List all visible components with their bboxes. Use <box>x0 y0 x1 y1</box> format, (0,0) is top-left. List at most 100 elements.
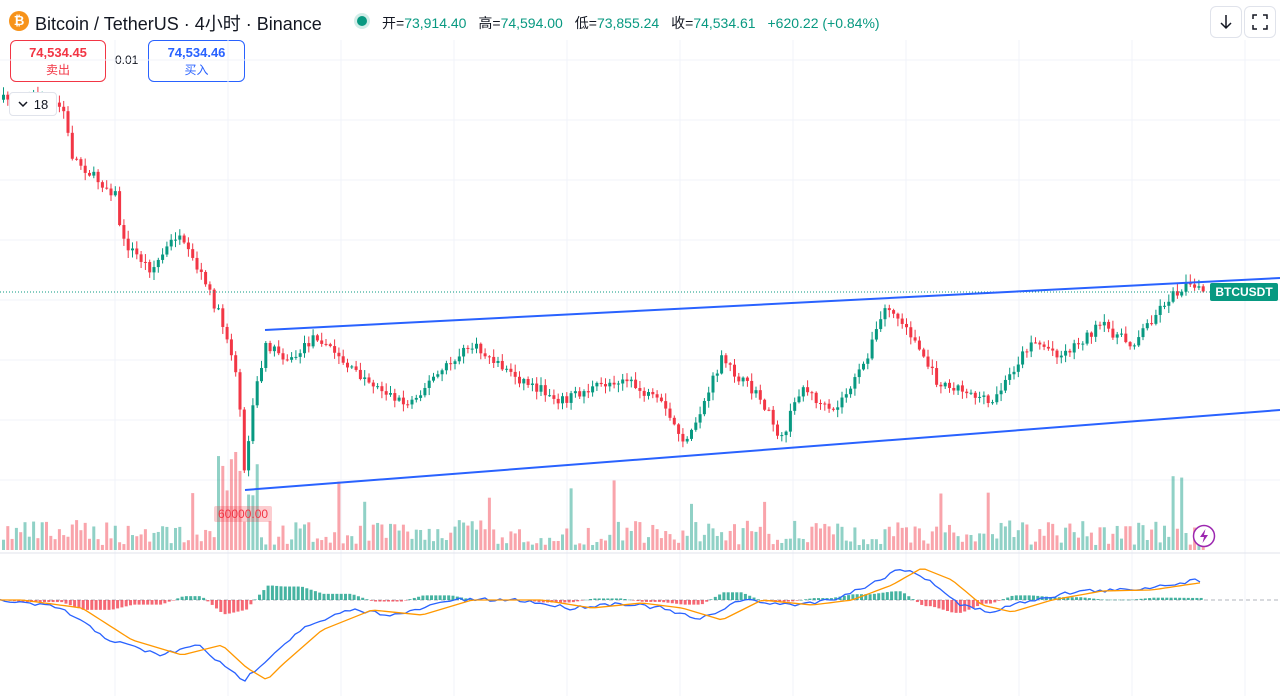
sell-button[interactable]: 74,534.45 卖出 <box>10 40 106 82</box>
macd-histogram-bar <box>842 595 846 600</box>
volume-bar <box>857 544 861 550</box>
channel-upper-line[interactable] <box>264 277 1280 331</box>
candle-body <box>823 403 827 405</box>
candle-body <box>113 191 117 196</box>
volume-bar <box>294 522 298 550</box>
macd-histogram-bar <box>881 592 885 600</box>
volume-bar <box>943 532 947 550</box>
macd-histogram-bar <box>748 595 752 600</box>
macd-histogram-bar <box>1182 597 1186 600</box>
candle-body <box>840 397 844 408</box>
candle-body <box>139 254 143 262</box>
candle-body <box>913 337 917 341</box>
candle-body <box>397 397 401 401</box>
candle-body <box>819 403 822 405</box>
candle-body <box>414 397 418 400</box>
volume-bar <box>745 520 749 550</box>
macd-histogram-bar <box>928 600 932 607</box>
volume-bar <box>328 542 332 550</box>
macd-histogram-bar <box>989 600 992 604</box>
macd-histogram-bar <box>1178 597 1182 600</box>
symbol-title[interactable]: Bitcoin / TetherUS · 4小时 · Binance <box>35 14 322 34</box>
volume-bar <box>986 492 990 550</box>
candle-body <box>1038 342 1042 345</box>
volume-bar <box>720 532 724 550</box>
candle-body <box>367 377 371 383</box>
candle-body <box>1089 332 1093 337</box>
volume-bar <box>152 532 156 550</box>
macd-histogram-bar <box>38 600 42 603</box>
macd-histogram-bar <box>348 593 352 600</box>
volume-bar <box>948 524 951 550</box>
macd-histogram-bar <box>567 600 571 603</box>
volume-bar <box>83 522 87 550</box>
fullscreen-icon <box>1252 14 1268 30</box>
volume-bar <box>186 540 190 550</box>
macd-histogram-bar <box>735 592 739 600</box>
macd-histogram-bar <box>993 600 997 603</box>
macd-histogram-bar <box>189 596 193 600</box>
macd-histogram-bar <box>1199 597 1203 600</box>
volume-bar <box>324 536 328 550</box>
buy-button[interactable]: 74,534.46 买入 <box>148 40 245 82</box>
macd-histogram-bar <box>176 598 180 600</box>
candle-body <box>935 368 939 385</box>
volume-bar <box>14 527 18 550</box>
indicator-collapse-button[interactable]: 18 <box>9 92 57 116</box>
channel-lower-line[interactable] <box>244 409 1280 491</box>
candle-body <box>444 363 448 371</box>
candle-body <box>109 188 113 196</box>
candle-body <box>638 388 642 391</box>
candle-body <box>999 390 1003 395</box>
macd-histogram-bar <box>1023 595 1027 600</box>
candle-body <box>131 248 134 251</box>
fullscreen-button[interactable] <box>1244 6 1276 38</box>
macd-histogram-bar <box>679 600 683 605</box>
macd-histogram-bar <box>275 585 279 600</box>
volume-bar <box>1059 542 1063 550</box>
macd-histogram-bar <box>90 600 94 610</box>
volume-bar <box>414 529 418 550</box>
volume-bar <box>737 544 741 550</box>
candle-body <box>1111 328 1115 338</box>
volume-bar <box>535 543 539 550</box>
candle-body <box>685 438 689 442</box>
candle-body <box>973 392 977 398</box>
candle-body <box>466 347 470 349</box>
candle-body <box>518 376 521 384</box>
macd-histogram-bar <box>812 598 816 600</box>
macd-histogram-bar <box>253 599 257 600</box>
candle-body <box>247 441 251 471</box>
volume-bar <box>6 526 10 550</box>
macd-histogram-bar <box>610 598 614 600</box>
candle-body <box>427 380 431 388</box>
candle-body <box>539 385 543 392</box>
volume-bar <box>191 493 195 550</box>
candle-body <box>960 385 964 392</box>
macd-histogram-bar <box>447 595 451 600</box>
candle-body <box>991 402 994 404</box>
macd-histogram-bar <box>731 592 734 600</box>
macd-histogram-bar <box>632 600 636 601</box>
candle-body <box>978 396 982 398</box>
macd-histogram-bar <box>154 600 158 605</box>
candle-body <box>952 387 956 391</box>
macd-histogram-bar <box>369 600 373 601</box>
candle-body <box>195 257 199 270</box>
volume-bar <box>462 522 466 550</box>
candle-body <box>1059 355 1063 358</box>
volume-bar <box>225 490 229 550</box>
lightning-icon[interactable] <box>1192 524 1216 548</box>
volume-bar <box>819 528 822 550</box>
volume-bar <box>1107 543 1111 550</box>
macd-histogram-bar <box>1186 597 1190 600</box>
download-button[interactable] <box>1210 6 1242 38</box>
open-label: 开= <box>382 15 405 31</box>
macd-histogram-bar <box>55 600 59 603</box>
candle-body <box>965 391 969 394</box>
volume-bar <box>616 521 620 550</box>
candle-body <box>294 356 298 358</box>
candle-body <box>242 409 246 471</box>
volume-bar <box>264 544 268 550</box>
